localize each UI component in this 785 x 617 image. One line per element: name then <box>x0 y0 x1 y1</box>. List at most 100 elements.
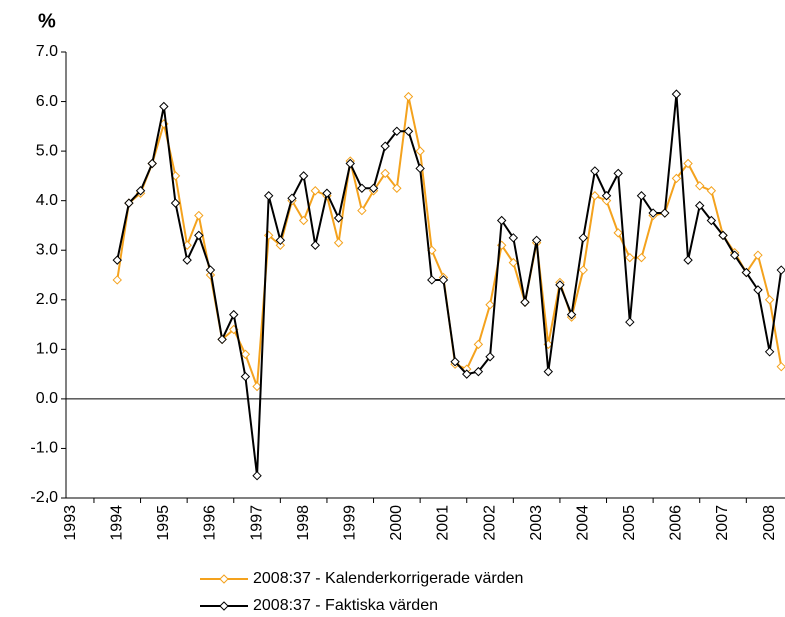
marker <box>112 275 122 285</box>
x-tick-label: 2008 <box>761 505 778 541</box>
marker <box>555 280 565 290</box>
marker <box>345 158 355 169</box>
x-tick-label: 2007 <box>714 505 731 541</box>
marker <box>764 347 775 357</box>
marker <box>625 252 635 263</box>
marker <box>660 208 670 218</box>
marker <box>578 265 588 275</box>
marker <box>531 235 542 246</box>
marker <box>496 215 507 226</box>
marker <box>590 166 600 176</box>
marker <box>322 188 332 198</box>
marker <box>636 191 647 201</box>
marker <box>147 158 157 169</box>
marker <box>648 208 658 218</box>
marker <box>776 265 785 275</box>
marker <box>194 210 204 221</box>
plot-area <box>112 89 785 481</box>
y-tick-label: 7.0 <box>36 43 58 60</box>
y-tick-label: 2.0 <box>36 291 58 308</box>
y-tick-label: 1.0 <box>36 341 58 358</box>
x-tick-label: 2001 <box>435 505 452 541</box>
marker <box>578 233 588 243</box>
marker <box>368 183 379 193</box>
x-tick-label: 1993 <box>62 505 79 541</box>
marker <box>170 198 181 208</box>
legend-label: 2008:37 - Faktiska värden <box>253 597 438 614</box>
x-tick-label: 2002 <box>481 505 498 541</box>
marker <box>753 285 763 295</box>
marker <box>706 215 717 226</box>
x-tick-label: 2000 <box>388 505 405 541</box>
marker <box>590 191 600 201</box>
marker <box>625 317 635 327</box>
marker <box>159 101 169 112</box>
marker <box>695 181 705 191</box>
marker <box>298 215 309 226</box>
marker <box>764 295 775 305</box>
marker <box>240 349 251 359</box>
marker <box>380 168 390 179</box>
x-tick-label: 2005 <box>621 505 638 541</box>
marker <box>473 339 484 350</box>
marker <box>415 163 425 174</box>
marker <box>380 141 390 151</box>
marker <box>252 381 262 392</box>
marker <box>275 235 286 246</box>
marker <box>194 230 204 241</box>
marker <box>508 257 519 268</box>
marker <box>706 186 717 196</box>
marker <box>182 255 192 265</box>
marker <box>415 146 425 156</box>
marker <box>357 183 367 193</box>
marker <box>683 255 693 265</box>
marker <box>613 168 623 179</box>
marker <box>695 200 705 211</box>
marker <box>287 193 297 203</box>
marker <box>462 369 472 379</box>
marker <box>520 297 530 307</box>
marker <box>566 309 577 320</box>
x-tick-label: 2006 <box>668 505 685 541</box>
y-tick-label: 4.0 <box>36 192 58 209</box>
x-tick-label: 1996 <box>202 505 219 541</box>
marker <box>135 186 146 196</box>
marker <box>392 183 402 193</box>
marker <box>333 213 344 223</box>
x-tick-label: 2004 <box>574 505 591 541</box>
marker <box>217 334 227 345</box>
marker <box>392 126 402 136</box>
marker <box>473 366 484 377</box>
x-tick-label: 1997 <box>248 505 265 541</box>
y-tick-label: 6.0 <box>36 93 58 110</box>
marker <box>485 352 495 362</box>
marker <box>205 265 216 275</box>
marker <box>310 240 321 250</box>
marker <box>753 250 763 260</box>
y-tick-label: -1.0 <box>30 440 58 457</box>
marker <box>718 230 728 241</box>
marker <box>298 171 309 181</box>
marker <box>275 240 286 250</box>
y-tick-label: 0.0 <box>36 390 58 407</box>
marker <box>124 198 134 208</box>
x-tick-label: 1999 <box>341 505 358 541</box>
y-tick-label: 3.0 <box>36 241 58 258</box>
x-tick-label: 1998 <box>295 505 312 541</box>
legend-label: 2008:37 - Kalenderkorrigerade värden <box>253 570 523 587</box>
marker <box>508 233 519 243</box>
x-tick-label: 1995 <box>155 505 172 541</box>
legend-marker <box>219 574 229 584</box>
marker <box>229 309 239 320</box>
marker <box>729 250 740 260</box>
y-tick-label: -2.0 <box>30 489 58 506</box>
marker <box>636 252 647 263</box>
marker <box>112 255 122 265</box>
marker <box>671 173 682 184</box>
x-tick-label: 1994 <box>108 505 125 541</box>
y-axis-label: % <box>38 10 56 32</box>
y-tick-label: 5.0 <box>36 142 58 159</box>
marker <box>683 158 693 169</box>
marker <box>741 267 752 278</box>
